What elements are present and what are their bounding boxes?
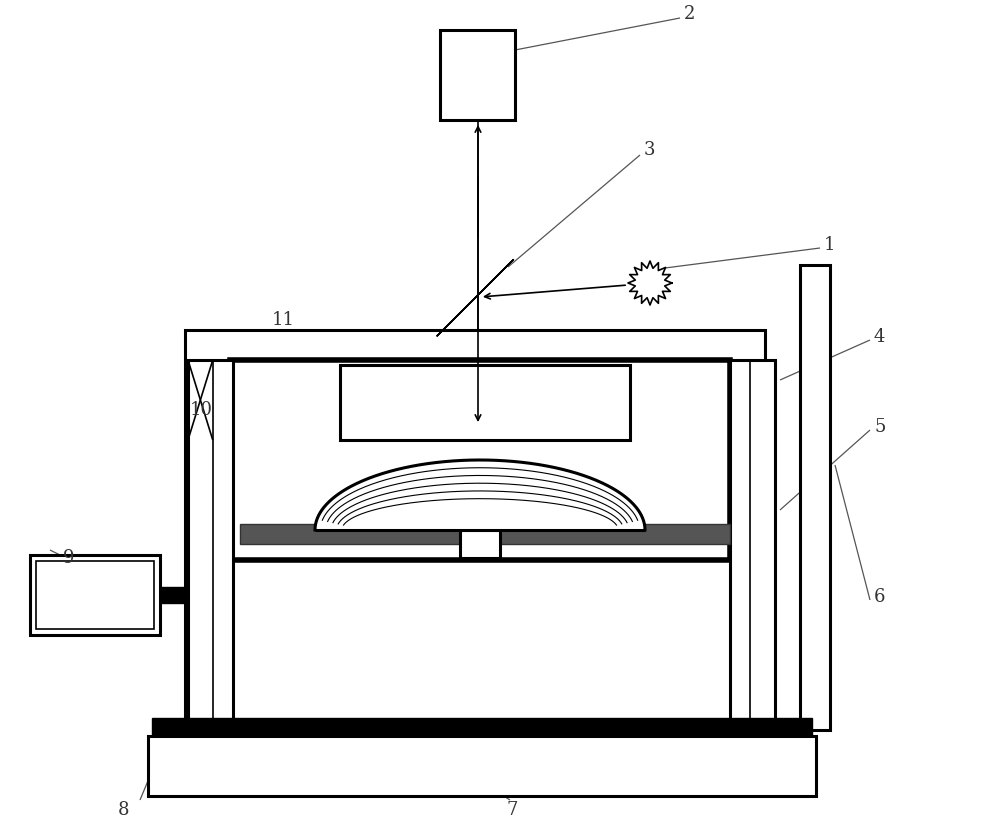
Bar bbox=[230, 360, 730, 560]
Text: 8: 8 bbox=[118, 801, 130, 819]
Bar bbox=[185, 330, 765, 730]
Bar bbox=[160, 587, 188, 603]
Bar bbox=[800, 265, 830, 730]
Text: 1: 1 bbox=[824, 236, 836, 254]
Bar bbox=[460, 530, 500, 558]
Bar bbox=[240, 524, 730, 544]
Text: 11: 11 bbox=[272, 311, 295, 329]
Polygon shape bbox=[437, 259, 513, 336]
Text: 10: 10 bbox=[190, 401, 213, 419]
Bar bbox=[183, 745, 233, 761]
Text: 4: 4 bbox=[874, 328, 885, 346]
Bar bbox=[440, 30, 515, 120]
Bar bbox=[36, 561, 154, 629]
Text: 2: 2 bbox=[684, 5, 695, 23]
Text: 3: 3 bbox=[644, 141, 656, 159]
Text: 5: 5 bbox=[874, 418, 885, 436]
Text: 6: 6 bbox=[874, 588, 886, 606]
Bar bbox=[148, 736, 816, 796]
Bar bbox=[188, 360, 233, 750]
Text: 7: 7 bbox=[506, 801, 517, 819]
Bar bbox=[730, 360, 775, 750]
Bar bbox=[30, 555, 160, 635]
Text: 9: 9 bbox=[63, 549, 74, 567]
Bar bbox=[726, 745, 776, 761]
Bar bbox=[340, 365, 630, 440]
Polygon shape bbox=[315, 460, 645, 530]
Bar bbox=[152, 718, 812, 736]
